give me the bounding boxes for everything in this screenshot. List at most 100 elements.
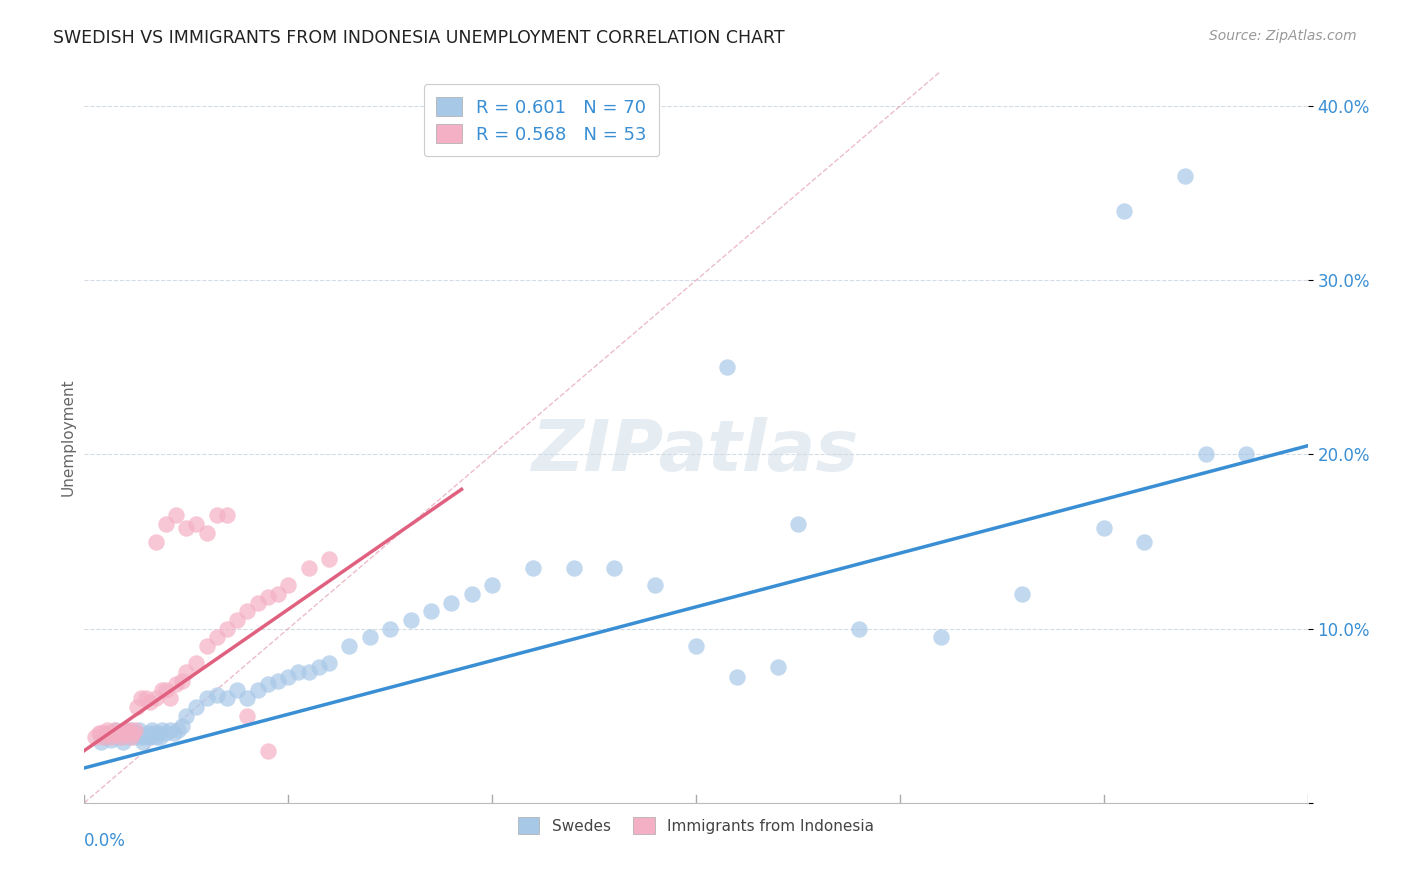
Point [226,613,249,627]
Point [1236,448,1258,462]
Point [195,525,218,540]
Point [112,735,135,749]
Point [104,723,127,737]
Point [97,726,120,740]
Point [131,691,153,706]
Point [150,682,173,697]
Point [359,631,381,645]
Point [122,726,145,740]
Point [318,552,340,566]
Point [217,691,239,706]
Point [120,723,142,737]
Point [83,730,105,744]
Point [929,631,952,645]
Point [142,726,165,740]
Point [186,700,208,714]
Point [205,688,228,702]
Point [440,595,463,609]
Point [159,723,181,737]
Point [122,726,145,740]
Point [226,682,249,697]
Point [93,726,115,740]
Point [155,682,177,697]
Point [138,695,160,709]
Point [145,534,167,549]
Point [174,708,197,723]
Point [603,560,626,574]
Point [87,726,110,740]
Text: Source: ZipAtlas.com: Source: ZipAtlas.com [1209,29,1357,43]
Point [115,726,138,740]
Point [110,730,132,744]
Point [257,677,280,691]
Point [97,726,120,740]
Point [205,631,228,645]
Point [1011,587,1033,601]
Point [131,730,153,744]
Point [135,730,157,744]
Point [1114,203,1136,218]
Point [380,622,402,636]
Point [127,700,149,714]
Point [128,723,150,737]
Point [118,723,141,737]
Point [167,723,190,737]
Point [1195,448,1218,462]
Point [165,677,187,691]
Point [217,508,239,523]
Point [114,723,136,737]
Point [217,622,239,636]
Point [141,723,163,737]
Point [110,730,132,744]
Point [277,670,299,684]
Point [174,521,197,535]
Point [115,726,138,740]
Point [1133,534,1156,549]
Point [146,726,169,740]
Point [108,726,131,740]
Point [91,730,114,744]
Point [174,665,197,680]
Point [186,517,208,532]
Point [848,622,870,636]
Point [522,560,544,574]
Point [112,726,135,740]
Point [205,508,228,523]
Point [104,723,127,737]
Point [186,657,208,671]
Point [124,723,146,737]
Point [155,726,177,740]
Point [287,665,309,680]
Point [481,578,503,592]
Point [685,639,707,653]
Point [195,691,218,706]
Point [195,639,218,653]
Point [159,691,181,706]
Point [124,730,146,744]
Point [1174,169,1197,183]
Point [136,726,159,740]
Point [236,604,259,618]
Text: 0.0%: 0.0% [84,832,127,850]
Point [104,730,127,744]
Point [138,730,160,744]
Point [135,691,157,706]
Point [90,726,112,740]
Y-axis label: Unemployment: Unemployment [60,378,76,496]
Point [145,691,167,706]
Point [236,708,259,723]
Legend: Swedes, Immigrants from Indonesia: Swedes, Immigrants from Indonesia [506,805,886,847]
Point [644,578,666,592]
Point [716,360,738,375]
Point [172,673,194,688]
Point [165,508,187,523]
Point [155,517,177,532]
Text: ZIPatlas: ZIPatlas [533,417,859,486]
Point [172,719,194,733]
Point [127,726,149,740]
Point [461,587,484,601]
Point [120,730,142,744]
Point [562,560,585,574]
Point [246,682,269,697]
Point [100,730,122,744]
